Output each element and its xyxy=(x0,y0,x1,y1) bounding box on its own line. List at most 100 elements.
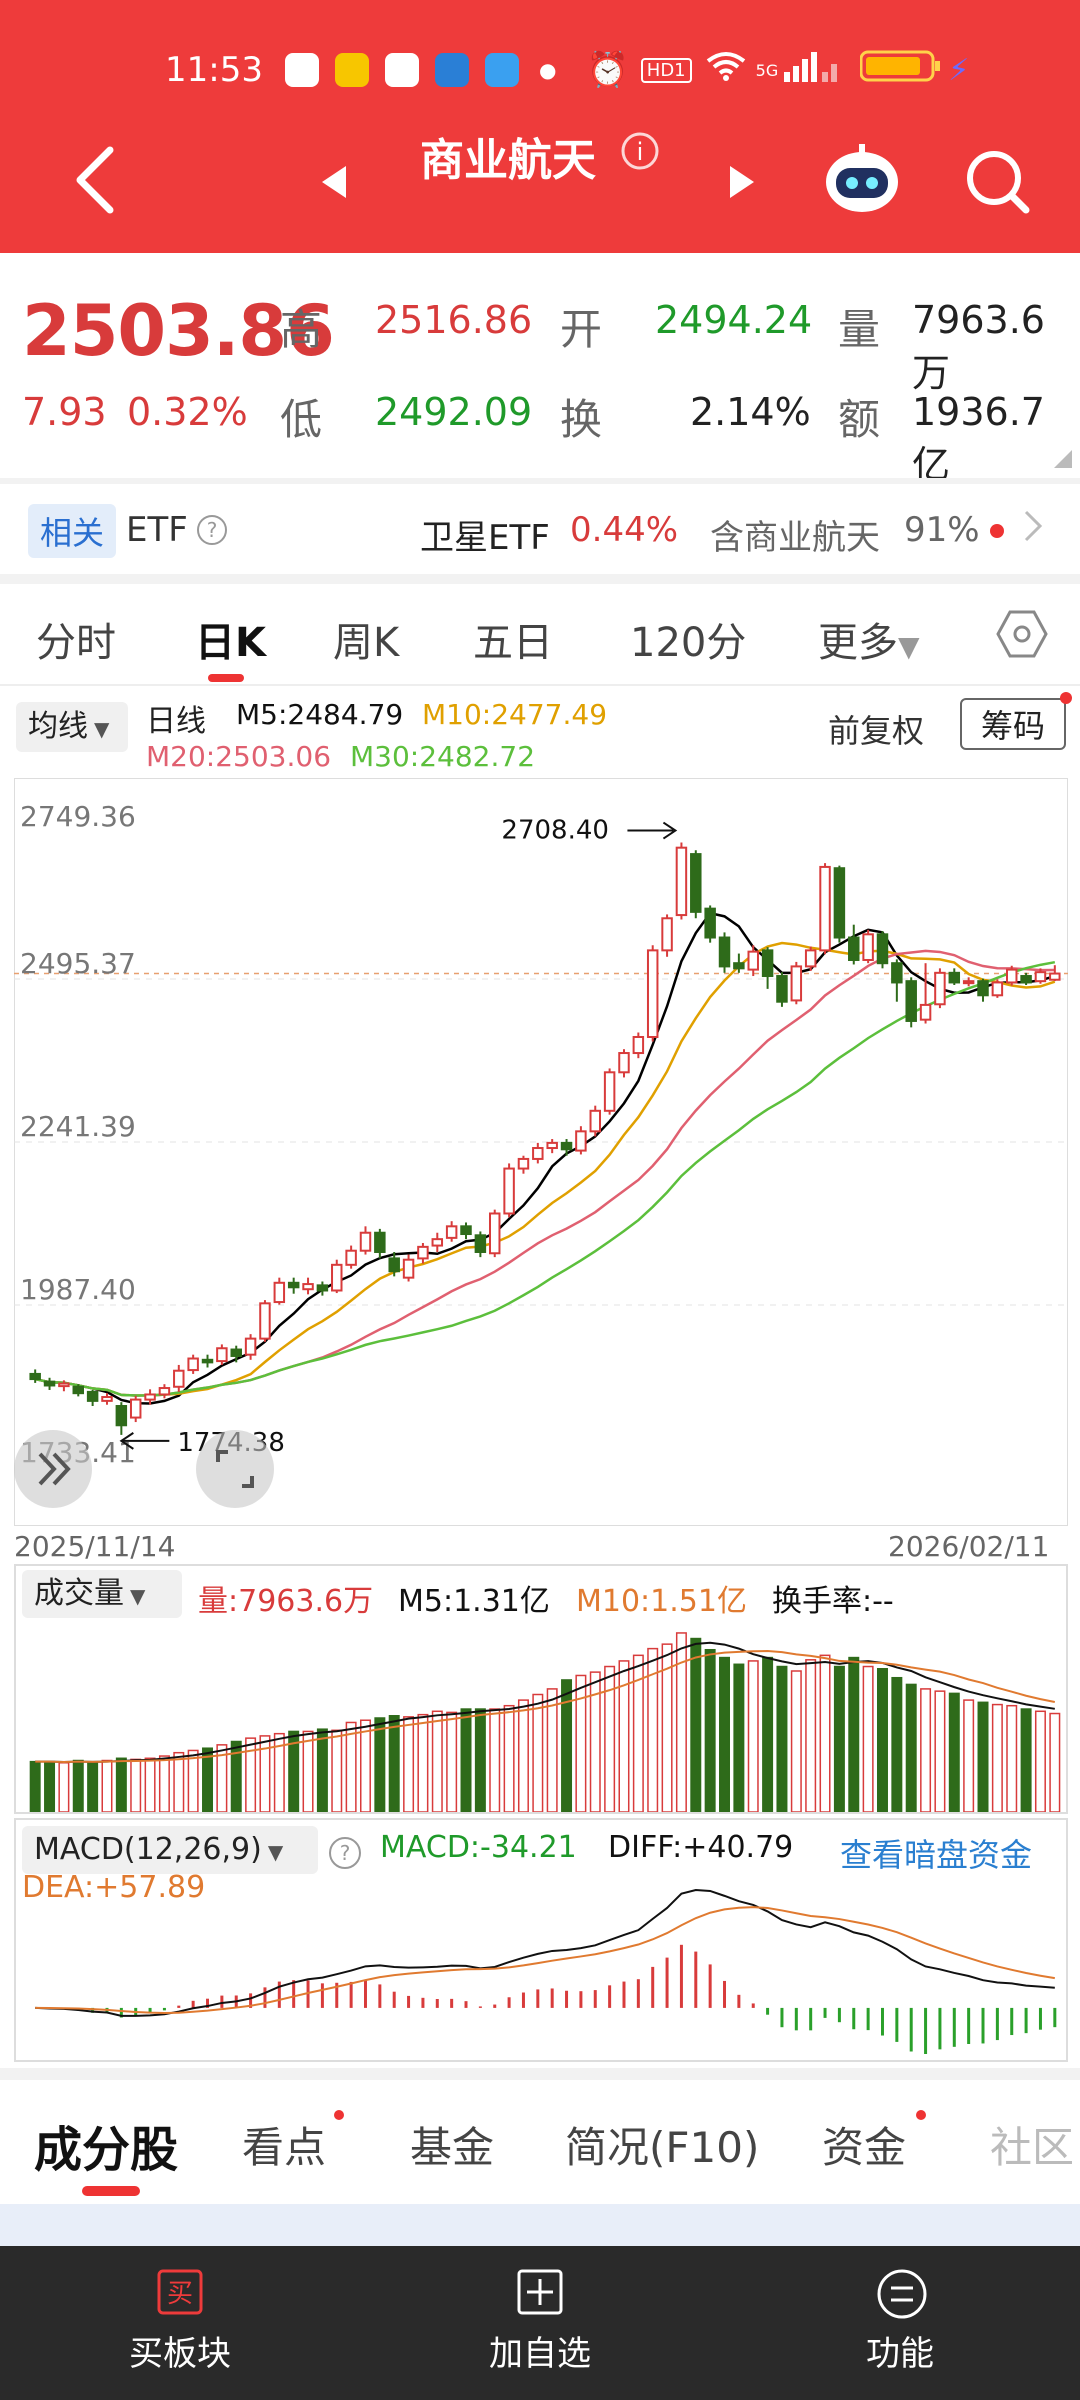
candle xyxy=(244,1337,257,1356)
volume-panel xyxy=(14,1564,1068,1814)
tab-more[interactable]: 更多▼ xyxy=(818,610,920,668)
contains-percent: 91% xyxy=(904,510,980,550)
tab-120min[interactable]: 120分 xyxy=(630,620,747,666)
help-icon[interactable]: ? xyxy=(196,514,228,550)
volume-bar xyxy=(604,1665,616,1812)
candle xyxy=(790,965,803,1002)
chips-button[interactable]: 筹码 xyxy=(960,698,1066,750)
search-button[interactable] xyxy=(962,146,1034,222)
robot-assistant-button[interactable] xyxy=(822,138,902,222)
macd-dropdown[interactable]: MACD(12,26,9) ▼ xyxy=(22,1826,318,1874)
volume-bar xyxy=(661,1643,673,1812)
kline-chart[interactable]: 2749.362495.372241.391987.401733.412708.… xyxy=(14,778,1068,1526)
nav-add-watchlist[interactable]: 加自选 xyxy=(440,2246,640,2400)
candle xyxy=(388,1257,400,1273)
candle xyxy=(359,1231,372,1252)
info-icon[interactable]: i xyxy=(620,131,660,175)
candle xyxy=(603,1071,616,1112)
ma-dropdown[interactable]: 均线 ▼ xyxy=(16,702,128,752)
expand-left-button[interactable] xyxy=(14,1430,92,1508)
divider xyxy=(0,574,1080,584)
chevron-right-icon[interactable] xyxy=(1022,506,1046,550)
candle xyxy=(72,1385,85,1395)
meituan-icon xyxy=(334,53,369,87)
next-triangle-icon xyxy=(730,166,754,198)
expand-corner-icon[interactable] xyxy=(1054,450,1072,468)
adjust-mode[interactable]: 前复权 xyxy=(828,712,925,750)
tab-capital[interactable]: 资金 xyxy=(822,2123,907,2172)
app-notification-icon xyxy=(434,53,469,87)
volume-bar xyxy=(359,1719,371,1812)
candle xyxy=(876,933,889,965)
tab-funds[interactable]: 基金 xyxy=(410,2123,495,2172)
candle xyxy=(589,1109,602,1133)
hd-icon: HD1 xyxy=(640,57,692,83)
volume-bar xyxy=(690,1637,702,1812)
candle xyxy=(316,1284,329,1292)
volume-dropdown-label: 成交量 xyxy=(34,1576,124,1611)
contains-label: 含商业航天 xyxy=(710,518,880,558)
status-time: 11:53 xyxy=(165,50,263,90)
fullscreen-button[interactable] xyxy=(196,1430,274,1508)
candle xyxy=(402,1258,415,1279)
volume-bar xyxy=(87,1762,99,1812)
candle xyxy=(273,1281,286,1304)
tab-highlights[interactable]: 看点 xyxy=(242,2123,327,2172)
candle xyxy=(345,1249,357,1266)
volume-dropdown[interactable]: 成交量 ▼ xyxy=(22,1570,182,1618)
volume-bar xyxy=(719,1656,731,1812)
candle xyxy=(173,1369,185,1388)
nav-buy-sector[interactable]: 买 买板块 xyxy=(80,2246,280,2400)
volume-bar xyxy=(44,1760,56,1812)
volume-bar xyxy=(1049,1712,1061,1812)
dropdown-triangle-icon: ▼ xyxy=(267,1840,284,1864)
candle xyxy=(862,933,874,961)
dark-fund-link[interactable]: 查看暗盘资金 xyxy=(840,1836,1033,1874)
volume-bar xyxy=(819,1654,831,1812)
ma-m5: M5:2484.79 xyxy=(236,698,404,731)
volume-bar xyxy=(546,1688,558,1812)
volume-bar xyxy=(474,1708,486,1812)
turnover-rate: 换手率:-- xyxy=(772,1584,894,1619)
volume-bar xyxy=(245,1737,257,1812)
app-notification-icon xyxy=(284,53,319,87)
low-value: 2492.09 xyxy=(375,390,533,434)
tab-weekly-k[interactable]: 周K xyxy=(333,620,400,666)
ma-dropdown-label: 均线 xyxy=(28,709,88,744)
candle xyxy=(115,1405,128,1427)
next-index-button[interactable] xyxy=(728,162,758,206)
chart-settings-button[interactable] xyxy=(996,608,1048,664)
help-icon[interactable]: ? xyxy=(328,1836,362,1874)
volume-bar xyxy=(503,1704,515,1812)
volume-bar xyxy=(72,1759,84,1812)
back-button[interactable] xyxy=(70,140,120,224)
tab-daily-k[interactable]: 日K xyxy=(195,620,266,666)
volume-bar xyxy=(762,1656,774,1812)
etf-row[interactable]: 相关 ETF ? 卫星ETF 0.44% 含商业航天 91% xyxy=(0,484,1080,574)
prev-index-button[interactable] xyxy=(318,162,348,206)
date-end: 2026/02/11 xyxy=(888,1530,1050,1563)
volume-bar xyxy=(1034,1710,1046,1812)
nav-functions[interactable]: 功能 xyxy=(800,2246,1000,2400)
back-arrow-icon xyxy=(76,146,114,214)
tab-intraday[interactable]: 分时 xyxy=(36,620,116,666)
wifi-icon xyxy=(706,51,746,89)
tab-community[interactable]: 社区 xyxy=(990,2123,1075,2172)
candle xyxy=(101,1396,113,1402)
volume-bar xyxy=(963,1699,975,1812)
candle xyxy=(287,1281,300,1289)
volume-bar xyxy=(446,1711,458,1812)
volume-bar xyxy=(173,1751,185,1812)
candle xyxy=(833,867,846,939)
add-watchlist-icon xyxy=(516,2268,564,2316)
volume-bar xyxy=(517,1699,529,1812)
tab-f10[interactable]: 简况(F10) xyxy=(565,2123,760,2172)
active-tab-indicator xyxy=(82,2186,140,2196)
dropdown-triangle-icon: ▼ xyxy=(898,630,920,663)
svg-text:i: i xyxy=(637,138,644,166)
volume-bar xyxy=(431,1710,443,1812)
tab-constituents[interactable]: 成分股 xyxy=(34,2122,179,2178)
candle xyxy=(43,1380,56,1387)
nav-add-watchlist-label: 加自选 xyxy=(489,2334,591,2374)
tab-five-day[interactable]: 五日 xyxy=(473,620,553,666)
